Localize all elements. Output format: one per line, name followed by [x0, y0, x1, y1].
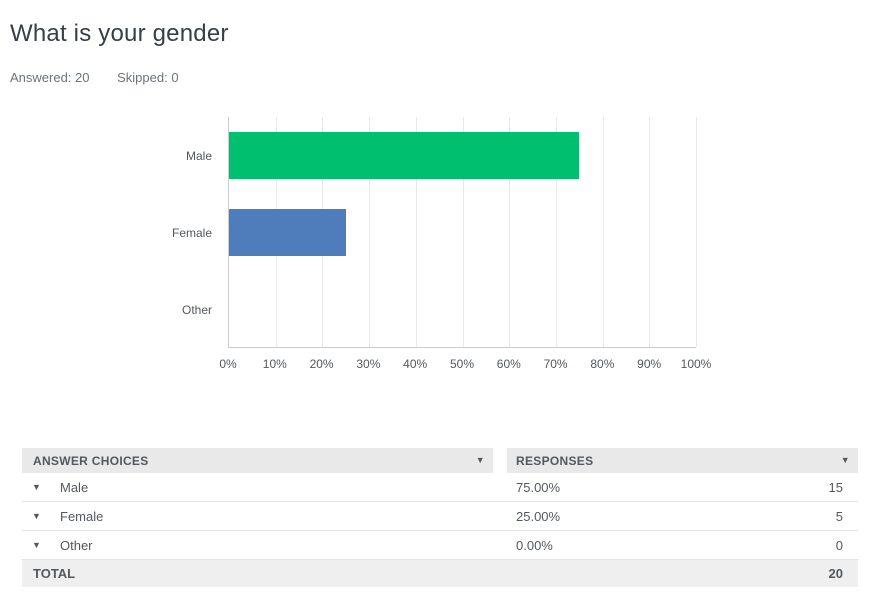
row-count: 5 — [835, 508, 843, 524]
x-tick-label: 0% — [219, 357, 237, 371]
gridline — [555, 117, 557, 347]
table-row-male: ▼ Male 75.00% 15 — [22, 473, 858, 502]
row-choice-label: Male — [60, 479, 89, 495]
category-label-other: Other — [181, 302, 212, 317]
category-label-female: Female — [171, 225, 212, 240]
row-count: 0 — [835, 537, 843, 553]
sort-caret-icon[interactable]: ▼ — [840, 455, 850, 465]
row-count: 15 — [828, 479, 843, 495]
table-row-other: ▼ Other 0.00% 0 — [22, 531, 858, 560]
gridline — [369, 117, 371, 347]
gridline — [462, 117, 464, 347]
gridline — [649, 117, 651, 347]
total-value: 20 — [828, 566, 843, 581]
row-percent: 0.00% — [516, 537, 553, 553]
x-tick-label: 20% — [309, 357, 334, 371]
x-tick-label: 60% — [496, 357, 521, 371]
header-gap — [493, 448, 507, 473]
x-tick-label: 10% — [262, 357, 287, 371]
table-total-row: TOTAL 20 — [22, 560, 858, 587]
row-percent: 25.00% — [516, 508, 561, 524]
header-responses[interactable]: RESPONSES ▼ — [507, 448, 858, 473]
bar-male — [229, 132, 580, 179]
header-answer-choices[interactable]: ANSWER CHOICES ▼ — [22, 448, 493, 473]
row-expand-caret-icon[interactable]: ▼ — [32, 510, 41, 521]
row-expand-caret-icon[interactable]: ▼ — [32, 539, 41, 550]
response-stats: Answered: 20 Skipped: 0 — [10, 70, 203, 85]
x-tick-label: 40% — [403, 357, 428, 371]
x-tick-label: 30% — [356, 357, 381, 371]
header-responses-label: RESPONSES — [516, 453, 594, 468]
question-title: What is your gender — [10, 20, 229, 47]
row-expand-caret-icon[interactable]: ▼ — [32, 481, 41, 492]
x-tick-label: 50% — [449, 357, 475, 371]
row-choice-label: Female — [60, 508, 104, 524]
results-table: ANSWER CHOICES ▼ RESPONSES ▼ ▼ Male 75.0… — [22, 448, 858, 587]
bar-female — [229, 209, 346, 256]
gridline — [696, 117, 697, 347]
table-row-female: ▼ Female 25.00% 5 — [22, 502, 858, 531]
x-tick-label: 90% — [637, 357, 662, 371]
gridline — [602, 117, 604, 347]
x-tick-label: 100% — [680, 357, 712, 371]
sort-caret-icon[interactable]: ▼ — [475, 455, 485, 465]
gridline — [509, 117, 511, 347]
gender-bar-chart: Male Female Other 0% 10% 20% 30% 40% 50% 60% 70… — [0, 117, 877, 373]
chart-plot-area — [228, 117, 697, 348]
row-percent: 75.00% — [516, 479, 561, 495]
skipped-count: Skipped: 0 — [117, 70, 179, 85]
category-label-male: Male — [185, 148, 212, 163]
total-label: TOTAL — [33, 566, 76, 581]
chart-x-axis: 0% 10% 20% 30% 40% 50% 60% 70% 80% 90% 100% — [219, 357, 711, 373]
header-answer-choices-label: ANSWER CHOICES — [33, 453, 149, 468]
chart-category-labels: Male Female Other — [0, 117, 212, 348]
x-tick-label: 70% — [543, 357, 568, 371]
answered-count: Answered: 20 — [10, 70, 90, 85]
row-choice-label: Other — [60, 537, 93, 553]
x-tick-label: 80% — [590, 357, 615, 371]
table-header-row: ANSWER CHOICES ▼ RESPONSES ▼ — [22, 448, 858, 473]
gridline — [415, 117, 417, 347]
